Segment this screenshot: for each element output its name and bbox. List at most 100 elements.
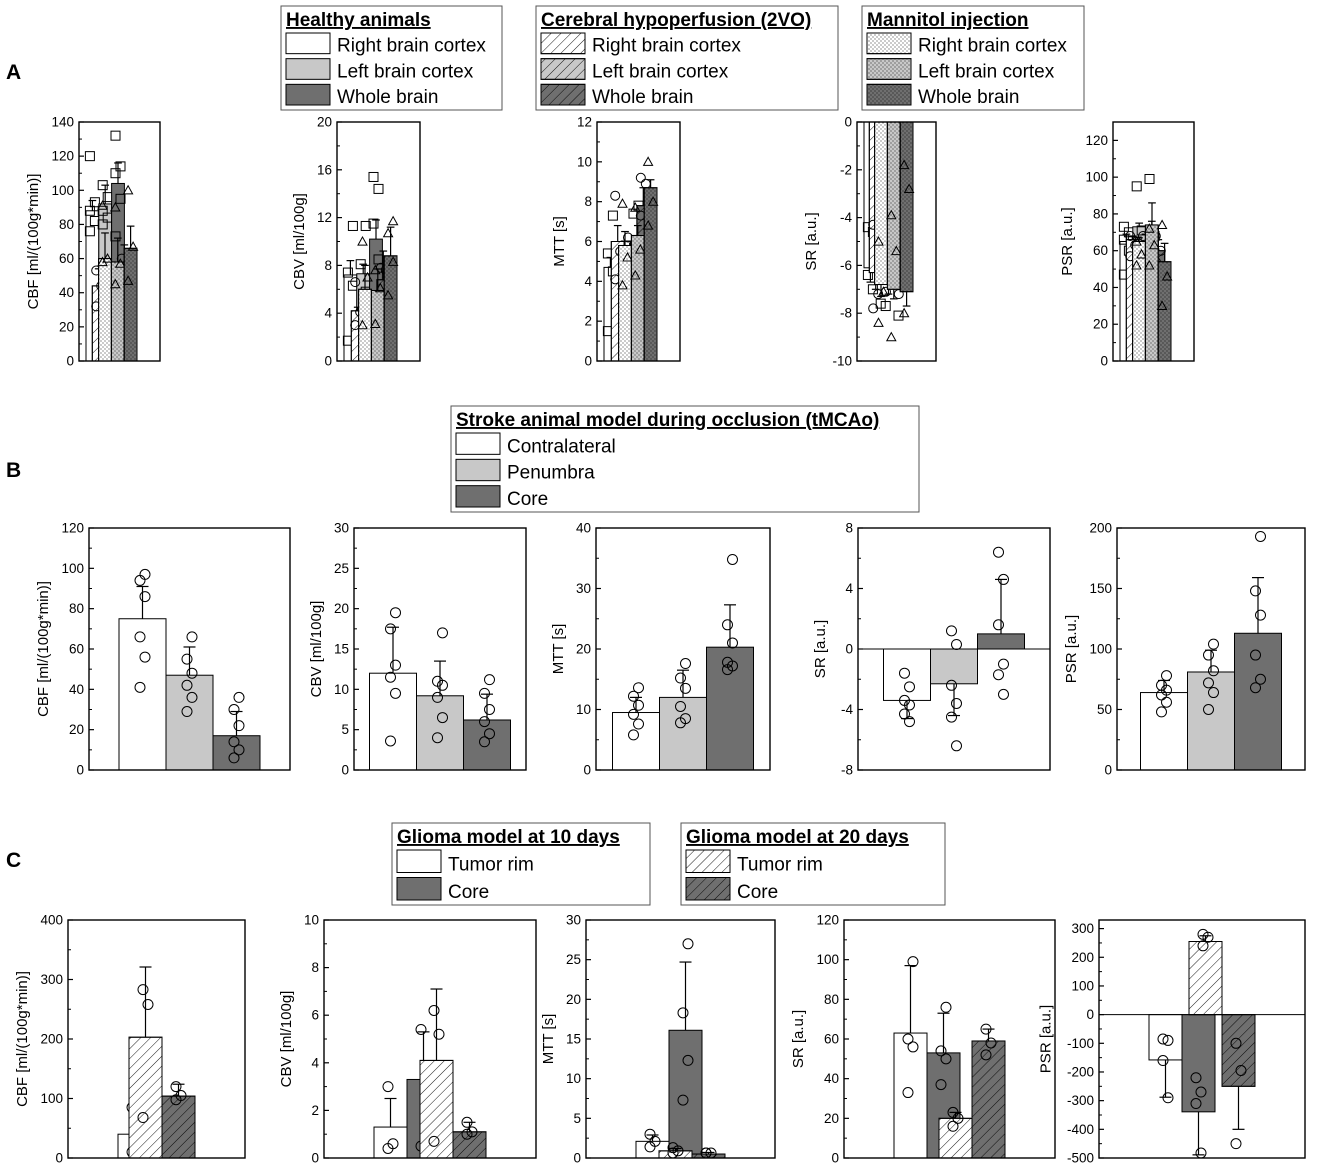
legend-title: Mannitol injection (867, 10, 1029, 31)
data-point (357, 319, 368, 330)
data-point (899, 708, 910, 720)
data-point (110, 231, 121, 242)
y-tick-label: 100 (1071, 978, 1094, 993)
data-point (110, 130, 121, 141)
data-point (644, 1128, 656, 1140)
data-point (680, 658, 691, 670)
chart-a-mtt: 0 2 4 6 8 10 12 MTT [s] (551, 115, 681, 369)
bar (1181, 1014, 1216, 1113)
legend-swatch (455, 458, 501, 482)
bar-pattern (971, 1040, 1006, 1159)
data-point (484, 674, 495, 686)
bar-pattern (899, 121, 914, 293)
data-point (97, 256, 108, 267)
data-point (993, 619, 1004, 631)
data-point (680, 713, 691, 725)
y-tick-label: -4 (840, 210, 852, 225)
legend-entry-label: Core (737, 882, 778, 903)
data-point (947, 1106, 959, 1118)
data-point (1157, 1055, 1169, 1067)
data-point (139, 568, 151, 580)
data-point (479, 716, 490, 728)
chart-c-psr: -500 -400 -300 -200 -100 0 100 200 300 PSR [a.u.] (1038, 919, 1306, 1166)
data-point (868, 303, 879, 314)
data-point (114, 258, 126, 268)
data-point (350, 277, 361, 288)
data-point (437, 627, 448, 639)
data-point (640, 178, 651, 189)
data-point (134, 631, 146, 643)
chart-b-cbv: 0 5 10 15 20 25 30 CBV [ml/100g] (308, 521, 527, 778)
legend-frame (535, 5, 839, 111)
bar (612, 712, 660, 771)
data-point (890, 245, 902, 256)
data-point (682, 1054, 694, 1066)
y-axis-label: MTT [s] (551, 216, 568, 267)
legend-swatch (396, 849, 442, 873)
data-point (677, 1094, 689, 1106)
data-point (170, 1081, 182, 1093)
y-tick-label: 25 (334, 561, 349, 576)
y-tick-label: 8 (324, 258, 332, 273)
data-point (484, 704, 495, 715)
data-point (907, 956, 919, 968)
y-tick-label: 40 (824, 1071, 839, 1086)
data-point (484, 728, 495, 740)
data-point (893, 310, 904, 321)
data-point (387, 256, 399, 266)
chart-c-mtt: 0 5 10 15 20 25 30 MTT [s] (540, 913, 776, 1166)
y-tick-label: 20 (824, 1111, 839, 1126)
y-tick-label: 120 (51, 149, 74, 164)
data-point (677, 1007, 689, 1019)
data-point (629, 269, 641, 280)
y-tick-label: 0 (584, 354, 592, 369)
y-tick-label: 50 (1097, 702, 1112, 717)
chart-a-cbf: 0 20 40 60 80 100 120 140 CBF [ml/(100g*min)] (25, 115, 161, 369)
bar (212, 735, 261, 771)
data-point (1203, 704, 1214, 715)
legend-title: Glioma model at 10 days (397, 827, 620, 848)
bar (1140, 692, 1188, 771)
data-point (1131, 259, 1142, 270)
data-point (1208, 687, 1219, 699)
y-tick-label: 0 (76, 763, 84, 778)
data-point (137, 984, 149, 996)
data-point (369, 318, 381, 329)
y-tick-label: -500 (1067, 1151, 1094, 1166)
data-point (368, 218, 379, 229)
legend-swatch (285, 83, 331, 106)
legend-a-0: Healthy animals Right brain cortex Left br… (280, 5, 503, 111)
y-axis-label: CBV [ml/100g] (291, 193, 308, 290)
y-tick-label: 6 (584, 234, 592, 249)
legend-swatch (455, 485, 501, 508)
y-axis-label: MTT [s] (550, 624, 567, 675)
bar (118, 618, 167, 771)
y-tick-label: 0 (583, 763, 591, 778)
y-tick-label: 0 (573, 1151, 581, 1166)
data-point (642, 156, 654, 166)
y-axis-label: SR [a.u.] (812, 620, 829, 678)
y-tick-label: 4 (584, 274, 592, 289)
data-point (998, 658, 1009, 670)
y-tick-label: 40 (576, 521, 591, 536)
data-point (390, 607, 401, 619)
y-tick-label: 8 (311, 960, 319, 975)
y-tick-label: 60 (1093, 243, 1108, 258)
data-point (102, 192, 113, 203)
legend-entry-label: Left brain cortex (918, 61, 1055, 82)
y-tick-label: 10 (566, 1071, 581, 1086)
data-point (387, 1138, 399, 1150)
data-point (1235, 1065, 1247, 1077)
data-point (428, 1135, 440, 1147)
data-point (385, 671, 396, 683)
bar-pattern (98, 258, 112, 362)
data-point (904, 681, 915, 693)
data-point (228, 752, 240, 764)
data-point (362, 271, 373, 282)
y-tick-label: 15 (566, 1032, 581, 1047)
data-point (1197, 940, 1209, 952)
y-tick-label: 20 (69, 722, 84, 737)
y-tick-label: 300 (1071, 921, 1094, 936)
y-axis-label: CBV [ml/100g] (308, 601, 325, 698)
y-tick-label: 200 (40, 1032, 63, 1047)
